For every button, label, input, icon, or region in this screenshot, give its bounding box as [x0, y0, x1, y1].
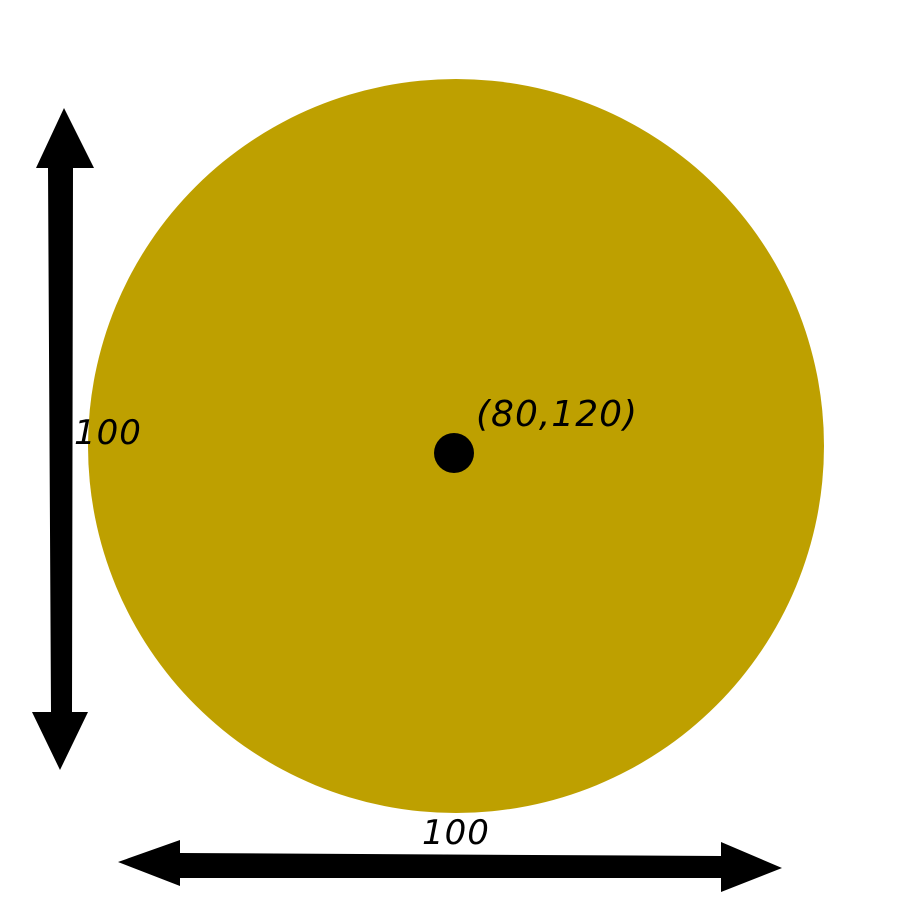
height-dimension-label: 100 [74, 413, 142, 453]
horizontal-dimension-arrow-icon [118, 840, 782, 892]
vertical-dimension-arrow-icon [32, 108, 94, 770]
width-dimension-label: 100 [422, 813, 490, 853]
center-coordinate-label: (80,120) [476, 394, 638, 435]
center-point-icon [434, 433, 474, 473]
